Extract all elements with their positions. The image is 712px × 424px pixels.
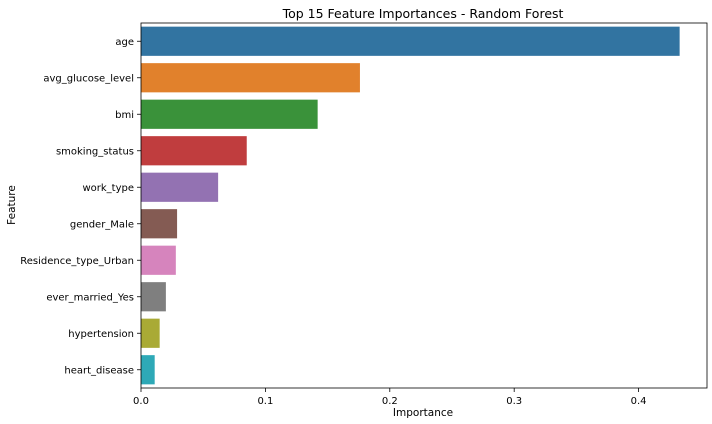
y-tick-label: hypertension xyxy=(68,329,134,340)
y-tick-label: smoking_status xyxy=(56,146,134,157)
x-tick-label: 0.2 xyxy=(382,396,398,407)
bar-residence-type-urban xyxy=(141,245,176,275)
x-tick-label: 0.1 xyxy=(257,396,273,407)
y-tick-label: gender_Male xyxy=(70,219,134,230)
bar-smoking-status xyxy=(141,136,247,166)
x-tick-label: 0.3 xyxy=(506,396,522,407)
y-tick-label: work_type xyxy=(82,183,134,194)
y-tick-label: Residence_type_Urban xyxy=(20,256,134,267)
x-tick-label: 0.4 xyxy=(631,396,647,407)
y-axis-label: Feature xyxy=(6,185,18,225)
x-axis-ticks: 0.0 0.1 0.2 0.3 0.4 xyxy=(133,388,647,407)
x-tick-label: 0.0 xyxy=(133,396,149,407)
chart-title: Top 15 Feature Importances - Random Fore… xyxy=(282,6,564,21)
x-axis-label: Importance xyxy=(393,407,453,419)
y-tick-label: bmi xyxy=(115,110,134,121)
y-tick-label: ever_married_Yes xyxy=(46,292,134,303)
bars-group xyxy=(141,26,680,385)
bar-ever-married-yes xyxy=(141,282,166,312)
bar-age xyxy=(141,26,680,56)
bar-work-type xyxy=(141,172,219,202)
bar-heart-disease xyxy=(141,355,155,385)
y-tick-label: heart_disease xyxy=(64,365,134,376)
bar-bmi xyxy=(141,99,318,129)
y-tick-label: age xyxy=(115,37,134,48)
plot-frame xyxy=(140,22,708,389)
bar-avg-glucose-level xyxy=(141,63,360,93)
bar-hypertension xyxy=(141,318,160,348)
y-tick-label: avg_glucose_level xyxy=(43,73,134,84)
bar-gender-male xyxy=(141,209,178,239)
